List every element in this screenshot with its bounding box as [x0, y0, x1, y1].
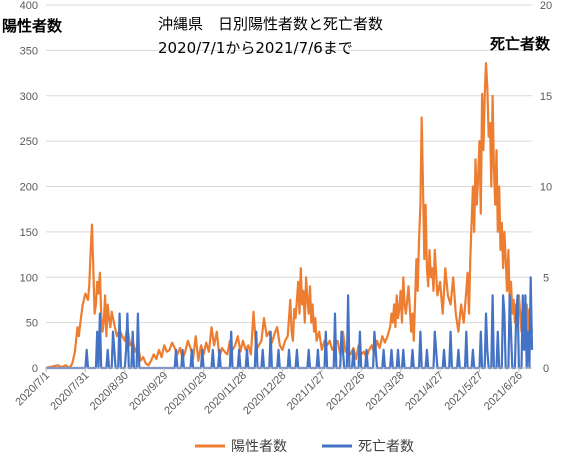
- chart-title: 沖縄県 日別陽性者数と死亡者数: [158, 15, 383, 33]
- y-right-tick-label: 20: [540, 0, 552, 12]
- x-tick-label: 2020/7/1: [13, 370, 52, 409]
- x-tick-label: 2021/1/27: [285, 370, 328, 413]
- legend-label-positives: 陽性者数: [231, 439, 287, 455]
- y-right-tick-label: 5: [543, 272, 549, 284]
- left-axis-title: 陽性者数: [2, 17, 63, 35]
- y-left-tick-label: 400: [20, 0, 38, 12]
- y-left-tick-label: 350: [20, 45, 38, 57]
- y-right-tick-label: 15: [540, 91, 552, 103]
- chart-subtitle: 2020/7/1から2021/7/6まで: [158, 39, 353, 57]
- y-left-tick-label: 50: [26, 318, 38, 330]
- y-left-tick-label: 100: [20, 272, 38, 284]
- x-tick-label: 2021/3/28: [364, 370, 407, 413]
- y-left-tick-label: 300: [20, 91, 38, 103]
- x-tick-label: 2020/10/29: [162, 370, 209, 417]
- y-right-tick-label: 0: [543, 363, 549, 375]
- y-left-tick-label: 0: [32, 363, 38, 375]
- y-left-tick-label: 250: [20, 136, 38, 148]
- x-tick-label: 2021/5/27: [442, 370, 485, 413]
- legend-label-deaths: 死亡者数: [358, 439, 414, 455]
- y-right-tick-label: 10: [540, 182, 552, 194]
- x-tick-label: 2021/6/26: [482, 370, 525, 413]
- x-tick-label: 2021/4/27: [403, 370, 446, 413]
- legend: 陽性者数 死亡者数: [195, 439, 414, 455]
- x-tick-label: 2021/2/26: [324, 370, 367, 413]
- x-tick-label: 2020/12/28: [241, 370, 288, 417]
- series-group: [45, 61, 534, 370]
- y-left-tick-label: 150: [20, 227, 38, 239]
- right-axis-title: 死亡者数: [490, 35, 551, 53]
- y-left-tick-label: 200: [20, 182, 38, 194]
- x-tick-label: 2020/7/31: [48, 370, 91, 413]
- x-tick-label: 2020/8/30: [88, 370, 131, 413]
